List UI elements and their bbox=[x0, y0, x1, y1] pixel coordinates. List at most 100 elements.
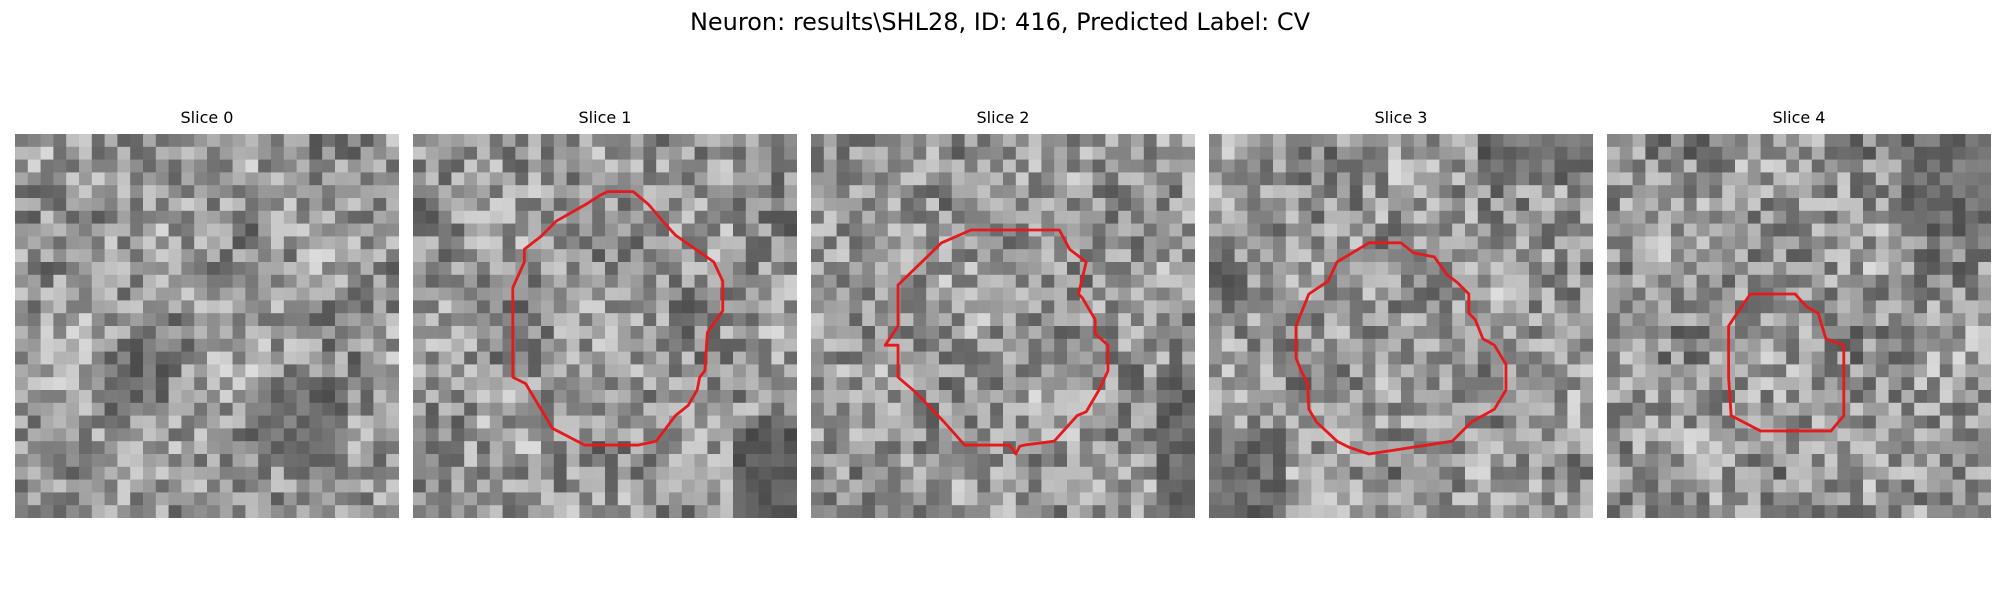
image-pixel bbox=[1079, 134, 1093, 148]
image-pixel bbox=[541, 351, 555, 365]
image-pixel bbox=[579, 466, 593, 480]
image-pixel bbox=[900, 364, 914, 378]
image-pixel bbox=[630, 210, 644, 224]
image-pixel bbox=[1722, 454, 1736, 468]
image-pixel bbox=[53, 492, 67, 506]
image-pixel bbox=[373, 274, 387, 288]
image-pixel bbox=[836, 172, 850, 186]
image-pixel bbox=[464, 377, 478, 391]
image-pixel bbox=[1747, 249, 1761, 263]
image-pixel bbox=[977, 146, 991, 160]
image-pixel bbox=[130, 505, 144, 518]
image-pixel bbox=[15, 249, 29, 263]
image-pixel bbox=[425, 210, 439, 224]
image-pixel bbox=[245, 377, 259, 391]
image-pixel bbox=[515, 210, 529, 224]
image-pixel bbox=[1028, 326, 1042, 340]
image-pixel bbox=[1850, 441, 1864, 455]
image-pixel bbox=[1683, 505, 1697, 518]
image-pixel bbox=[1696, 185, 1710, 199]
image-pixel bbox=[1658, 300, 1672, 314]
image-pixel bbox=[425, 390, 439, 404]
image-pixel bbox=[489, 338, 503, 352]
image-pixel bbox=[1285, 134, 1299, 148]
image-pixel bbox=[451, 402, 465, 416]
image-pixel bbox=[720, 172, 734, 186]
image-pixel bbox=[1067, 223, 1081, 237]
image-pixel bbox=[66, 249, 80, 263]
image-pixel bbox=[1298, 454, 1312, 468]
image-pixel bbox=[1413, 236, 1427, 250]
image-pixel bbox=[1952, 492, 1966, 506]
image-pixel bbox=[502, 454, 516, 468]
image-pixel bbox=[1927, 505, 1941, 518]
image-pixel bbox=[1722, 210, 1736, 224]
image-pixel bbox=[977, 364, 991, 378]
image-pixel bbox=[1247, 236, 1261, 250]
image-pixel bbox=[258, 338, 272, 352]
image-pixel bbox=[1247, 198, 1261, 212]
image-pixel bbox=[40, 377, 54, 391]
image-pixel bbox=[425, 454, 439, 468]
image-pixel bbox=[1735, 390, 1749, 404]
image-pixel bbox=[335, 274, 349, 288]
image-pixel bbox=[360, 479, 374, 493]
image-pixel bbox=[464, 338, 478, 352]
image-pixel bbox=[1952, 287, 1966, 301]
image-pixel bbox=[168, 402, 182, 416]
image-pixel bbox=[887, 492, 901, 506]
image-pixel bbox=[1632, 428, 1646, 442]
image-pixel bbox=[1092, 428, 1106, 442]
image-pixel bbox=[1131, 287, 1145, 301]
image-pixel bbox=[1079, 326, 1093, 340]
image-pixel bbox=[1311, 351, 1325, 365]
image-pixel bbox=[579, 210, 593, 224]
image-pixel bbox=[425, 249, 439, 263]
image-pixel bbox=[1028, 274, 1042, 288]
image-pixel bbox=[1015, 236, 1029, 250]
image-pixel bbox=[913, 313, 927, 327]
image-pixel bbox=[1247, 159, 1261, 173]
image-pixel bbox=[784, 210, 797, 224]
image-pixel bbox=[1156, 159, 1170, 173]
image-pixel bbox=[1067, 428, 1081, 442]
image-pixel bbox=[207, 134, 221, 148]
image-pixel bbox=[91, 428, 105, 442]
image-pixel bbox=[477, 351, 491, 365]
image-pixel bbox=[1683, 415, 1697, 429]
image-pixel bbox=[1978, 134, 1991, 148]
image-pixel bbox=[1156, 210, 1170, 224]
image-pixel bbox=[745, 492, 759, 506]
image-pixel bbox=[964, 146, 978, 160]
image-pixel bbox=[528, 223, 542, 237]
image-pixel bbox=[1658, 262, 1672, 276]
image-pixel bbox=[1773, 313, 1787, 327]
image-pixel bbox=[1773, 159, 1787, 173]
image-pixel bbox=[758, 172, 772, 186]
image-pixel bbox=[1490, 415, 1504, 429]
image-pixel bbox=[707, 172, 721, 186]
image-pixel bbox=[1799, 441, 1813, 455]
image-pixel bbox=[91, 377, 105, 391]
image-pixel bbox=[643, 377, 657, 391]
image-pixel bbox=[66, 326, 80, 340]
image-pixel bbox=[553, 505, 567, 518]
image-pixel bbox=[1901, 223, 1915, 237]
image-pixel bbox=[1939, 249, 1953, 263]
image-pixel bbox=[1182, 338, 1195, 352]
image-pixel bbox=[1260, 236, 1274, 250]
image-pixel bbox=[451, 492, 465, 506]
image-pixel bbox=[1554, 210, 1568, 224]
image-pixel bbox=[309, 198, 323, 212]
image-pixel bbox=[1503, 428, 1517, 442]
image-pixel bbox=[758, 326, 772, 340]
image-pixel bbox=[66, 185, 80, 199]
image-pixel bbox=[1426, 428, 1440, 442]
image-pixel bbox=[1632, 505, 1646, 518]
image-pixel bbox=[939, 402, 953, 416]
image-pixel bbox=[386, 210, 399, 224]
image-pixel bbox=[1850, 210, 1864, 224]
image-pixel bbox=[643, 300, 657, 314]
image-pixel bbox=[1901, 454, 1915, 468]
image-pixel bbox=[1747, 185, 1761, 199]
